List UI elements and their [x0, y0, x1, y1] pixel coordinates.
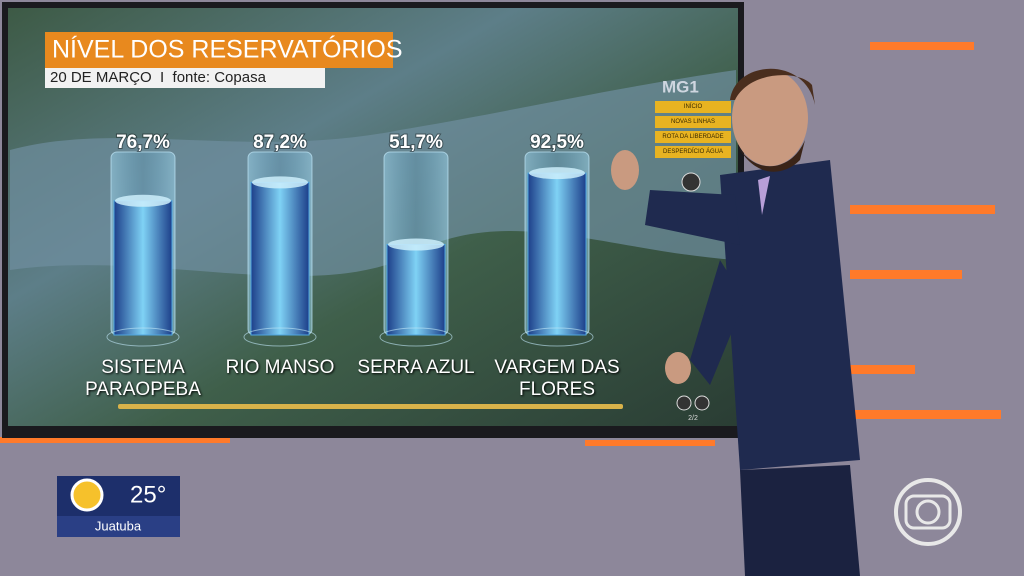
menu-item[interactable]: NOVAS LINHAS: [655, 116, 731, 128]
channel-logo: [915, 499, 941, 525]
subtitle-box: [45, 68, 325, 88]
menu-button[interactable]: [681, 172, 701, 192]
menu-item[interactable]: INÍCIO: [655, 101, 731, 113]
light: [855, 410, 1001, 419]
temperature: 25°: [130, 481, 166, 508]
glass-base: [379, 327, 453, 347]
channel-logo: [904, 494, 952, 530]
category-label: RIO MANSO: [225, 357, 335, 378]
next-button[interactable]: [694, 395, 710, 411]
value-label: 87,2%: [253, 132, 307, 153]
underline: [118, 404, 623, 409]
menu-logo: MG1: [662, 77, 699, 96]
menu-item[interactable]: ROTA DA LIBERDADE: [655, 131, 731, 143]
category-label: SERRA AZUL: [357, 357, 475, 378]
water-fill: [386, 244, 446, 336]
chart: 76,7% 87,2% 51,7% 92,5%: [106, 131, 594, 347]
weather-box: [57, 516, 180, 537]
category-label: VARGEM DAS FLORES: [494, 357, 620, 400]
chart-title: NÍVEL DOS RESERVATÓRIOS: [52, 35, 403, 64]
water-surface: [115, 194, 171, 207]
light: [585, 440, 715, 446]
glass-base: [106, 327, 180, 347]
chart-subtitle: 20 DE MARÇO I fonte: Copasa: [50, 69, 267, 86]
water-surface: [388, 238, 444, 251]
glass-base: [520, 327, 594, 347]
prev-button[interactable]: [676, 395, 692, 411]
city: Juatuba: [95, 518, 142, 533]
water-fill: [113, 200, 173, 336]
water-fill: [250, 181, 310, 336]
menu-item[interactable]: DESPERDÍCIO ÁGUA: [655, 146, 731, 158]
value-label: 51,7%: [389, 132, 443, 153]
light: [850, 205, 995, 214]
sun-icon: [70, 478, 104, 512]
value-label: 76,7%: [116, 132, 170, 153]
water-surface: [529, 167, 585, 180]
light: [850, 365, 915, 374]
channel-logo: [894, 478, 962, 546]
light: [870, 42, 974, 50]
value-label: 92,5%: [530, 132, 584, 153]
water-surface: [252, 176, 308, 189]
page-indicator: 2/2: [688, 415, 698, 422]
glass-base: [243, 327, 317, 347]
category-label: SISTEMA PARAOPEBA: [85, 357, 201, 400]
light: [0, 437, 230, 443]
title-box: [45, 32, 393, 68]
light: [850, 270, 962, 279]
presenter: [611, 68, 860, 576]
water-fill: [527, 172, 587, 336]
